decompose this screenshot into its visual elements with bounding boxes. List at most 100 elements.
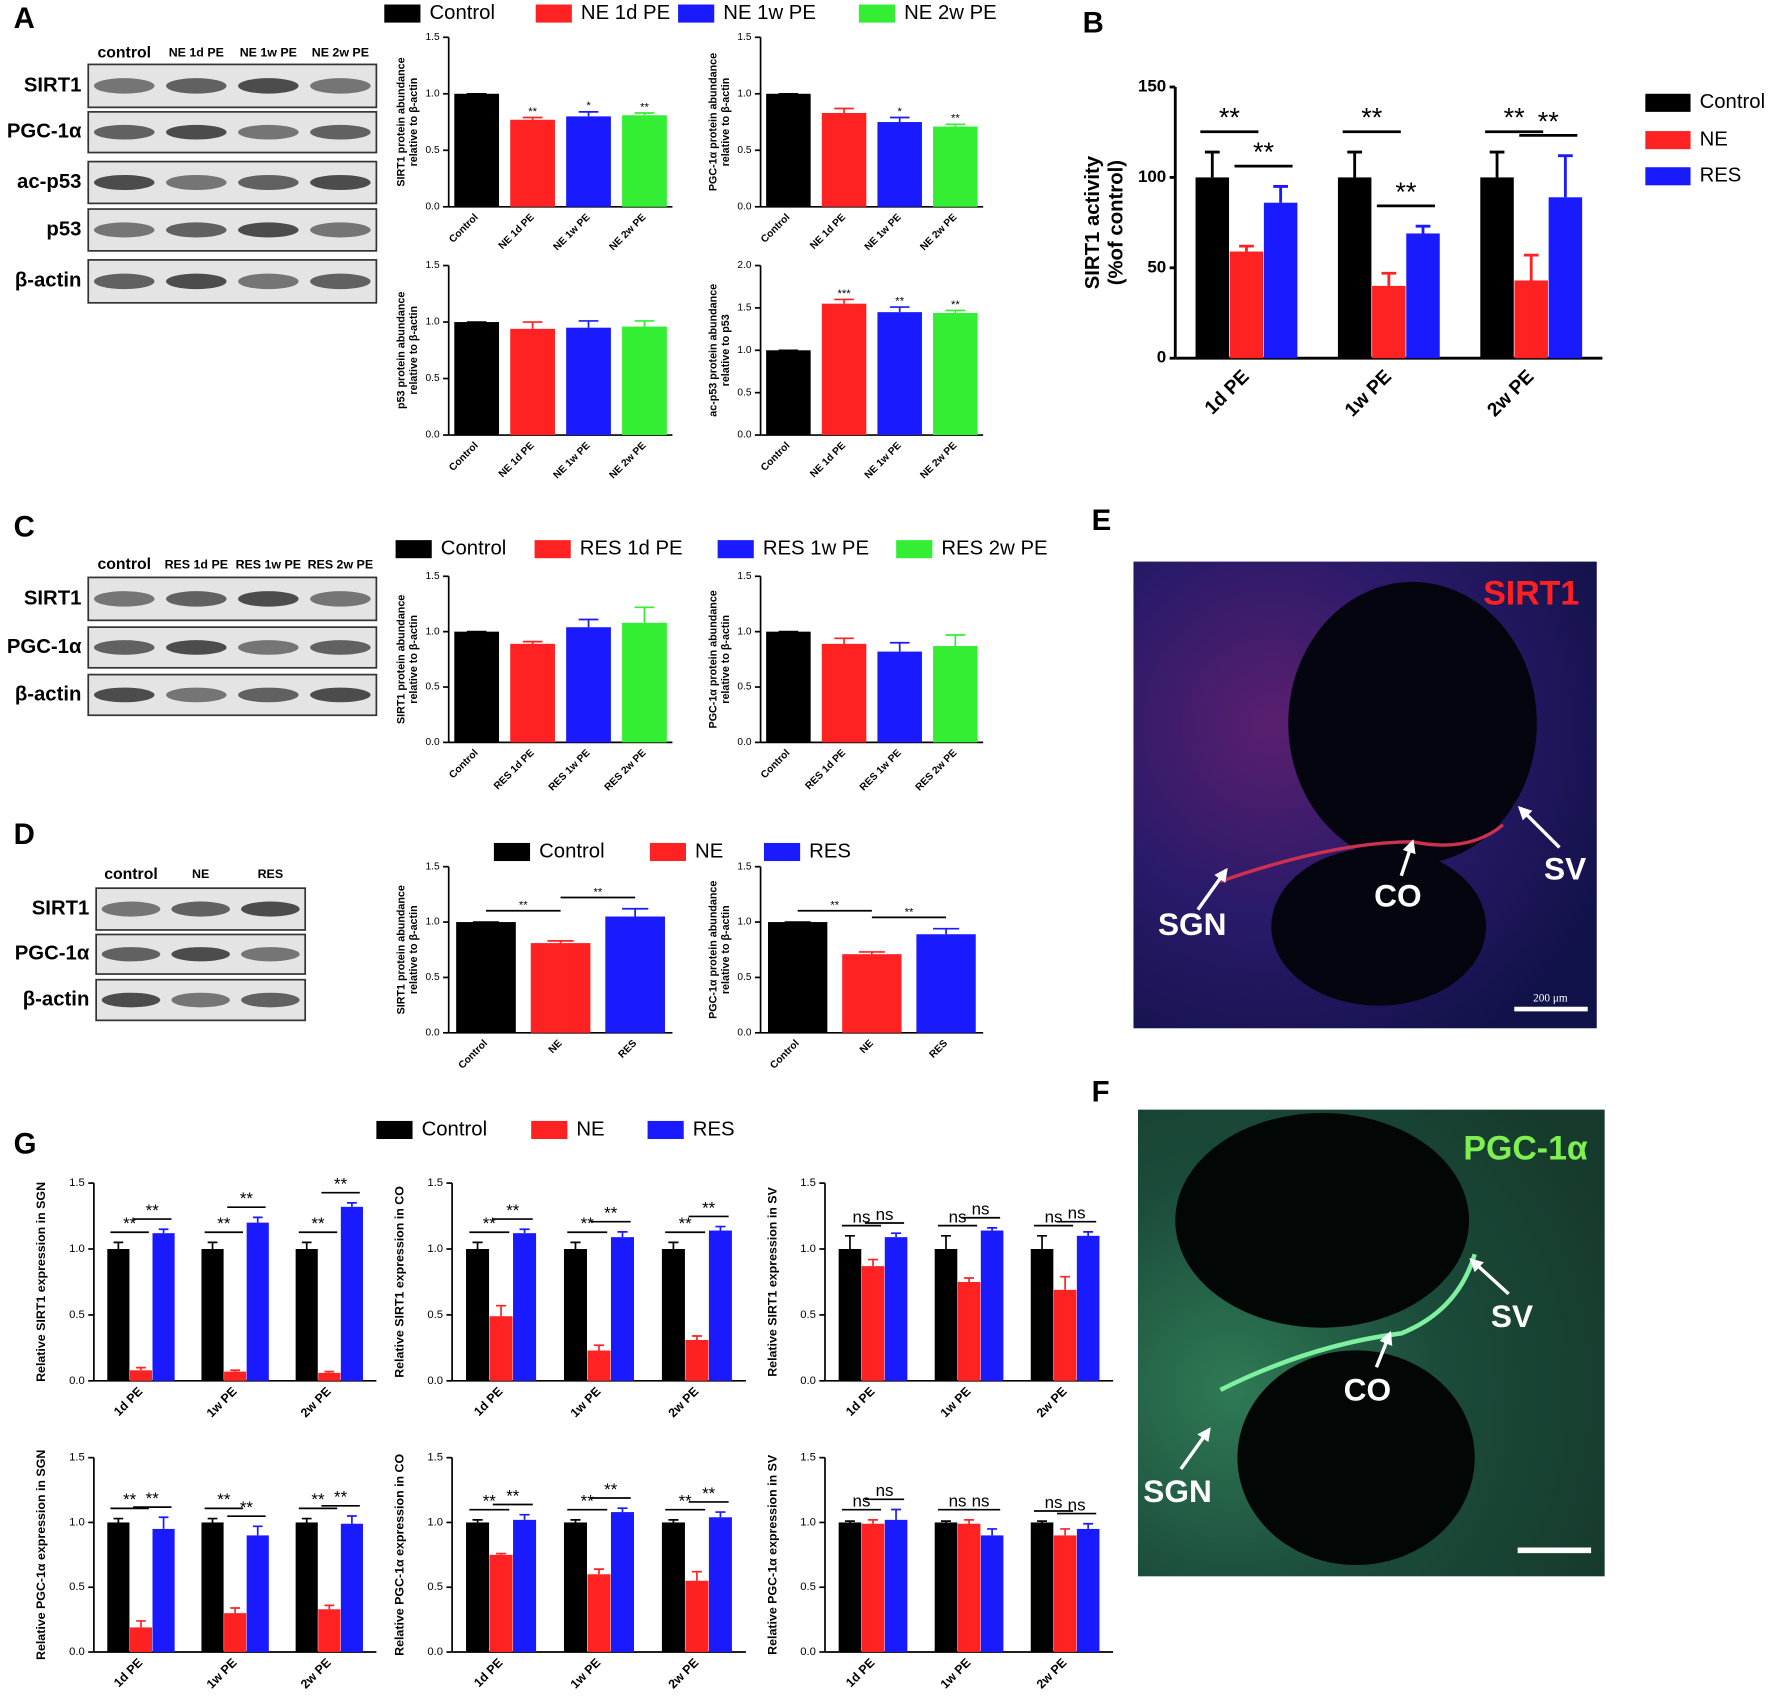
error-bar — [207, 1517, 218, 1523]
bar — [510, 643, 555, 743]
error-bar — [668, 1241, 679, 1249]
x-tick-label: RES 1d PE — [492, 748, 537, 793]
error-bar — [945, 123, 966, 127]
bar — [708, 1517, 732, 1653]
y-tick-label: 0.0 — [427, 1646, 443, 1658]
legend-swatch — [493, 842, 531, 862]
region-label: SV — [1544, 851, 1586, 887]
bar — [566, 116, 611, 207]
error-bar — [945, 309, 966, 314]
comparison-label: ** — [123, 1490, 137, 1509]
bar — [587, 1350, 611, 1381]
bar — [201, 1248, 224, 1381]
significance-label: ** — [951, 113, 960, 125]
panel-label: A — [14, 2, 35, 35]
comparison-label: ** — [1538, 105, 1560, 136]
bar — [454, 631, 500, 743]
comparison-label: ** — [1504, 102, 1526, 133]
bar — [934, 1522, 958, 1653]
chart: 0.0 0.5 1.0 1.5 Relative PGC-1α expression i… — [765, 1452, 1114, 1691]
y-axis-label: SIRT1 protein abundance — [396, 595, 408, 724]
bar — [563, 1248, 587, 1381]
x-tick-label: 1d PE — [843, 1384, 877, 1418]
bar — [1195, 177, 1230, 359]
blot-band — [166, 174, 227, 191]
blot-band — [238, 273, 299, 290]
bar — [766, 631, 811, 743]
bar — [340, 1523, 363, 1653]
y-tick-label: 1.5 — [737, 861, 751, 872]
error-bar — [858, 951, 885, 955]
error-bar — [324, 1604, 335, 1610]
y-tick-label: 1.5 — [427, 1452, 443, 1464]
comparison-label: ns — [1068, 1495, 1086, 1514]
y-tick-label: 0.0 — [426, 201, 440, 212]
x-tick-label: NE 2w PE — [918, 440, 959, 481]
bar — [622, 326, 667, 436]
blot-band — [238, 591, 299, 607]
significance-label: *** — [837, 288, 851, 300]
x-tick-label: RES 1w PE — [547, 748, 593, 794]
bar — [224, 1371, 247, 1381]
y-tick-label: 0.5 — [426, 145, 440, 156]
comparison-label: ** — [217, 1490, 231, 1509]
chart: 0.0 0.5 1.0 1.5 PGC-1α protein abundance rela… — [708, 861, 984, 1071]
significance-label: ** — [528, 106, 537, 118]
error-bar — [889, 306, 910, 313]
stain-label: SIRT1 — [1483, 574, 1579, 612]
significance-label: * — [898, 106, 903, 118]
error-bar — [1347, 150, 1363, 178]
x-tick-label: 1w PE — [204, 1384, 240, 1420]
western-blots: control NE 1d PE NE 1w PE NE 2w PE SIRT1 PGC-… — [7, 44, 378, 1022]
error-bar — [158, 1228, 169, 1234]
y-axis-label: Relative PGC-1α expression in SGN — [34, 1450, 48, 1660]
error-bar — [1060, 1528, 1071, 1536]
y-tick-label: 0.5 — [737, 387, 751, 398]
y-tick-label: 1.0 — [737, 626, 751, 637]
y-tick-label: 1.5 — [800, 1177, 816, 1189]
legend-label: NE — [576, 1118, 604, 1140]
scale-label: 200 μm — [1533, 992, 1568, 1004]
bar — [1514, 280, 1548, 359]
bar — [454, 93, 500, 207]
bar — [224, 1613, 247, 1653]
error-bar — [230, 1607, 241, 1614]
error-bar — [634, 320, 655, 327]
blot-band — [94, 591, 155, 607]
arrow — [1399, 839, 1416, 877]
y-tick-label: 0.0 — [800, 1375, 816, 1387]
y-tick-label: 1.5 — [69, 1177, 85, 1189]
blot-band — [238, 640, 299, 655]
bar — [1053, 1289, 1077, 1381]
x-tick-label: NE — [547, 1038, 565, 1056]
error-bar — [1037, 1520, 1048, 1523]
error-bar — [868, 1258, 878, 1267]
legend-label: NE — [1700, 128, 1728, 150]
blot-band — [166, 222, 227, 238]
panel-label: E — [1092, 504, 1112, 537]
legend-label: NE — [695, 840, 723, 862]
bar — [513, 1233, 537, 1381]
legend-label: RES — [693, 1118, 735, 1140]
bar — [821, 643, 867, 743]
arrow — [1469, 1258, 1510, 1296]
error-bar — [1037, 1234, 1048, 1249]
y-tick-label: 1.0 — [69, 1516, 85, 1528]
y-tick-label: 1.0 — [426, 88, 440, 99]
legend-label: RES — [809, 840, 851, 862]
error-bar — [324, 1370, 335, 1373]
row-label: β-actin — [15, 270, 82, 292]
bar — [513, 1519, 537, 1653]
x-tick-label: NE 1d PE — [497, 212, 537, 252]
x-tick-label: 1d PE — [471, 1656, 505, 1690]
y-axis-label: relative to β-actin — [408, 306, 420, 395]
bar — [685, 1339, 709, 1381]
y-tick-label: 0.5 — [800, 1581, 816, 1593]
y-tick-label: 0.0 — [800, 1646, 816, 1658]
bar — [107, 1248, 130, 1381]
x-tick-label: RES — [617, 1038, 640, 1061]
error-bar — [987, 1227, 998, 1231]
blot-band — [166, 273, 227, 290]
error-bar — [668, 1519, 679, 1523]
